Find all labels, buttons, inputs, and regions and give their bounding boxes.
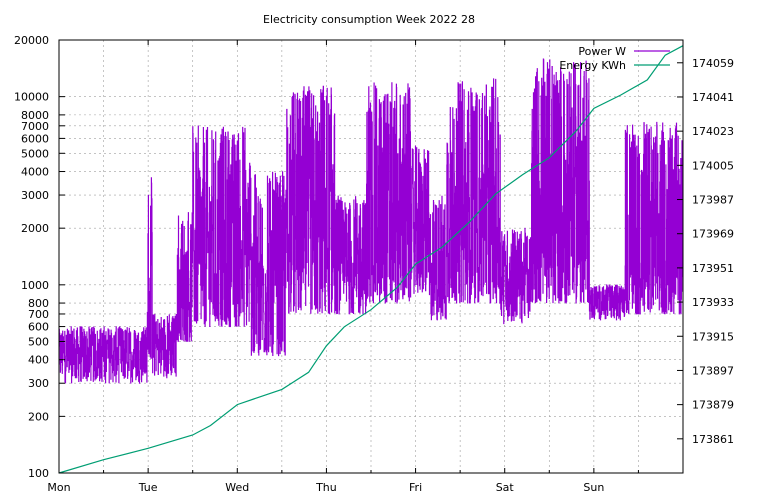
y-right-tick-label: 173969 [692,228,734,241]
chart-legend: Power W Energy KWh [559,45,670,72]
y-right-tick-label: 173987 [692,194,734,207]
y-left-tick-label: 7000 [21,120,49,133]
x-tick-label: Sat [496,481,515,494]
y-left-tick-label: 1000 [21,279,49,292]
x-tick-label: Tue [138,481,158,494]
y-right-tick-label: 173951 [692,262,734,275]
y-left-tick-label: 8000 [21,109,49,122]
y-left-tick-label: 500 [28,335,49,348]
y-left-tick-label: 10000 [14,91,49,104]
y-left-tick-label: 2000 [21,222,49,235]
y-left-tick-label: 100 [28,467,49,480]
chart-title: Electricity consumption Week 2022 28 [263,13,475,26]
x-tick-label: Wed [225,481,249,494]
x-tick-label: Mon [47,481,70,494]
y-left-tick-label: 20000 [14,34,49,47]
y-right-tick-label: 174059 [692,57,734,70]
y-left-tick-label: 400 [28,354,49,367]
x-tick-label: Sun [583,481,604,494]
y-right-tick-label: 174005 [692,159,734,172]
x-tick-label: Thu [315,481,337,494]
energy-series [58,45,684,474]
y-left-tick-label: 600 [28,321,49,334]
y-right-tick-label: 174023 [692,125,734,138]
y-left-tick-label: 800 [28,297,49,310]
axis-layer: Mon Tue Wed Thu Fri Sat Sun1002003004005006007… [14,34,734,494]
y-right-tick-label: 173915 [692,330,734,343]
y-right-tick-label: 173861 [692,433,734,446]
energy-series-line [58,45,684,474]
legend-energy-label: Energy KWh [559,59,626,72]
y-left-tick-label: 5000 [21,147,49,160]
y-right-tick-label: 173933 [692,296,734,309]
legend-power-label: Power W [578,45,626,58]
y-left-tick-label: 3000 [21,189,49,202]
y-right-tick-label: 173879 [692,399,734,412]
y-left-tick-label: 200 [28,410,49,423]
y-left-tick-label: 6000 [21,132,49,145]
x-tick-label: Fri [409,481,422,494]
y-right-tick-label: 173897 [692,364,734,377]
y-right-tick-label: 174041 [692,91,734,104]
y-left-tick-label: 700 [28,308,49,321]
y-left-tick-label: 300 [28,377,49,390]
power-series-line [58,58,684,384]
y-left-tick-label: 4000 [21,166,49,179]
power-series [58,58,684,384]
